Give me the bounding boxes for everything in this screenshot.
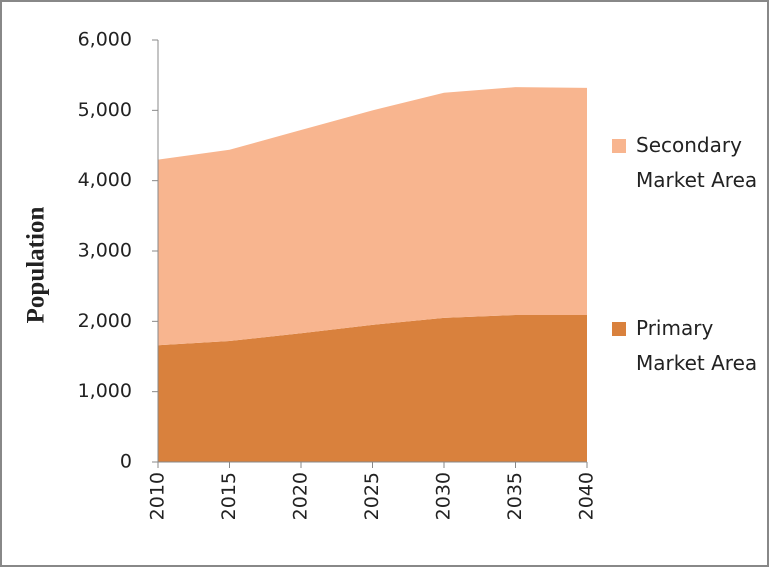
y-tick-label: 1,000 bbox=[78, 380, 132, 402]
x-tick-label: 2010 bbox=[147, 472, 169, 520]
x-tick-label: 2020 bbox=[290, 472, 312, 520]
y-tick-label: 3,000 bbox=[78, 240, 132, 262]
legend-swatch bbox=[612, 322, 626, 336]
legend-swatch bbox=[612, 139, 626, 153]
x-tick-label: 2040 bbox=[576, 472, 598, 520]
y-tick-label: 2,000 bbox=[78, 310, 132, 332]
legend-label: Secondary Market Area bbox=[636, 133, 758, 192]
x-tick-label: 2015 bbox=[218, 472, 240, 520]
area bbox=[158, 315, 587, 462]
y-tick-label: 4,000 bbox=[78, 169, 132, 191]
y-axis-label: Population bbox=[23, 207, 50, 324]
x-tick-label: 2030 bbox=[433, 472, 455, 520]
y-tick-label: 0 bbox=[120, 451, 132, 473]
x-tick-label: 2035 bbox=[504, 472, 526, 520]
y-tick-label: 5,000 bbox=[78, 99, 132, 121]
x-tick-label: 2025 bbox=[361, 472, 383, 520]
legend-label: Primary Market Area bbox=[636, 316, 758, 375]
y-tick-label: 6,000 bbox=[78, 29, 132, 51]
area bbox=[158, 87, 587, 346]
